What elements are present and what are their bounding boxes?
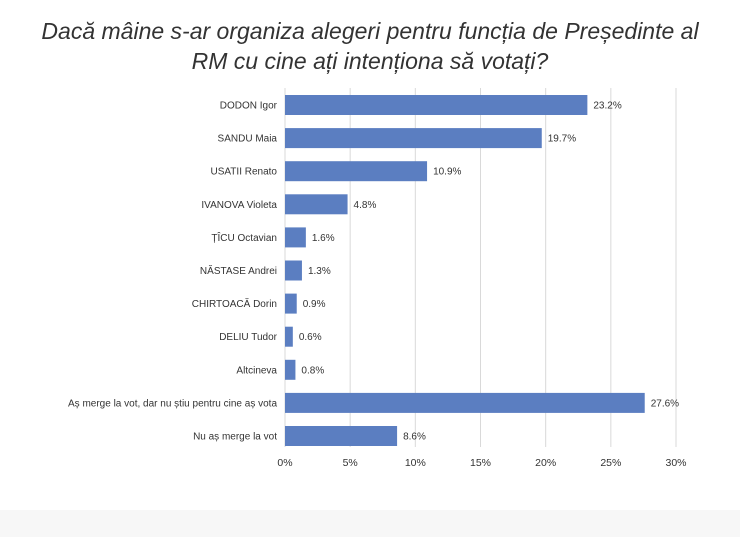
bar (285, 326, 293, 347)
data-label: 1.6% (312, 233, 335, 244)
x-tick-label: 0% (277, 457, 292, 469)
category-label: NĂSTASE Andrei (200, 264, 277, 277)
chart-title: Dacă mâine s-ar organiza alegeri pentru … (20, 16, 720, 76)
bar (285, 392, 645, 413)
x-tick-label: 20% (535, 457, 556, 469)
x-tick-label: 5% (343, 457, 358, 469)
category-label: USATII Renato (210, 167, 277, 178)
data-label: 1.3% (308, 266, 331, 277)
category-label: Aș merge la vot, dar nu știu pentru cine… (68, 398, 277, 409)
bar-chart: 0% 5% 10% 15% 20% 25% 30% DODON Igor 23.2% SANDU … (68, 88, 687, 469)
category-label: Altcineva (236, 365, 277, 376)
category-label: IVANOVA Violeta (201, 200, 277, 211)
bar (285, 194, 348, 215)
data-label: 0.8% (301, 365, 324, 376)
category-label: CHIRTOACĂ Dorin (192, 297, 277, 310)
category-label: ȚÎCU Octavian (211, 231, 277, 244)
x-tick-label: 10% (405, 457, 426, 469)
chart-title-line-1: Dacă mâine s-ar organiza alegeri pentru … (41, 18, 699, 44)
chart-title-line-2: RM cu cine ați intenționa să votați? (191, 48, 549, 74)
bar (285, 359, 296, 380)
data-label: 27.6% (651, 398, 679, 409)
x-tick-label: 15% (470, 457, 491, 469)
category-label: SANDU Maia (218, 134, 278, 145)
bar (285, 227, 306, 248)
bar (285, 293, 297, 314)
category-label: DODON Igor (220, 101, 278, 112)
data-label: 19.7% (548, 134, 576, 145)
category-label: DELIU Tudor (219, 332, 277, 343)
data-label: 4.8% (354, 200, 377, 211)
slide-footer-strip (0, 510, 740, 537)
bar (285, 128, 542, 149)
bar (285, 260, 302, 281)
data-label: 23.2% (593, 101, 621, 112)
bar (285, 95, 588, 115)
data-label: 0.9% (303, 299, 326, 310)
bar (285, 426, 398, 446)
data-label: 8.6% (403, 432, 426, 443)
bar (285, 161, 428, 182)
data-label: 0.6% (299, 332, 322, 343)
x-tick-label: 25% (600, 457, 621, 469)
category-label: Nu aș merge la vot (193, 432, 277, 443)
data-label: 10.9% (433, 167, 461, 178)
x-tick-label: 30% (665, 457, 686, 469)
